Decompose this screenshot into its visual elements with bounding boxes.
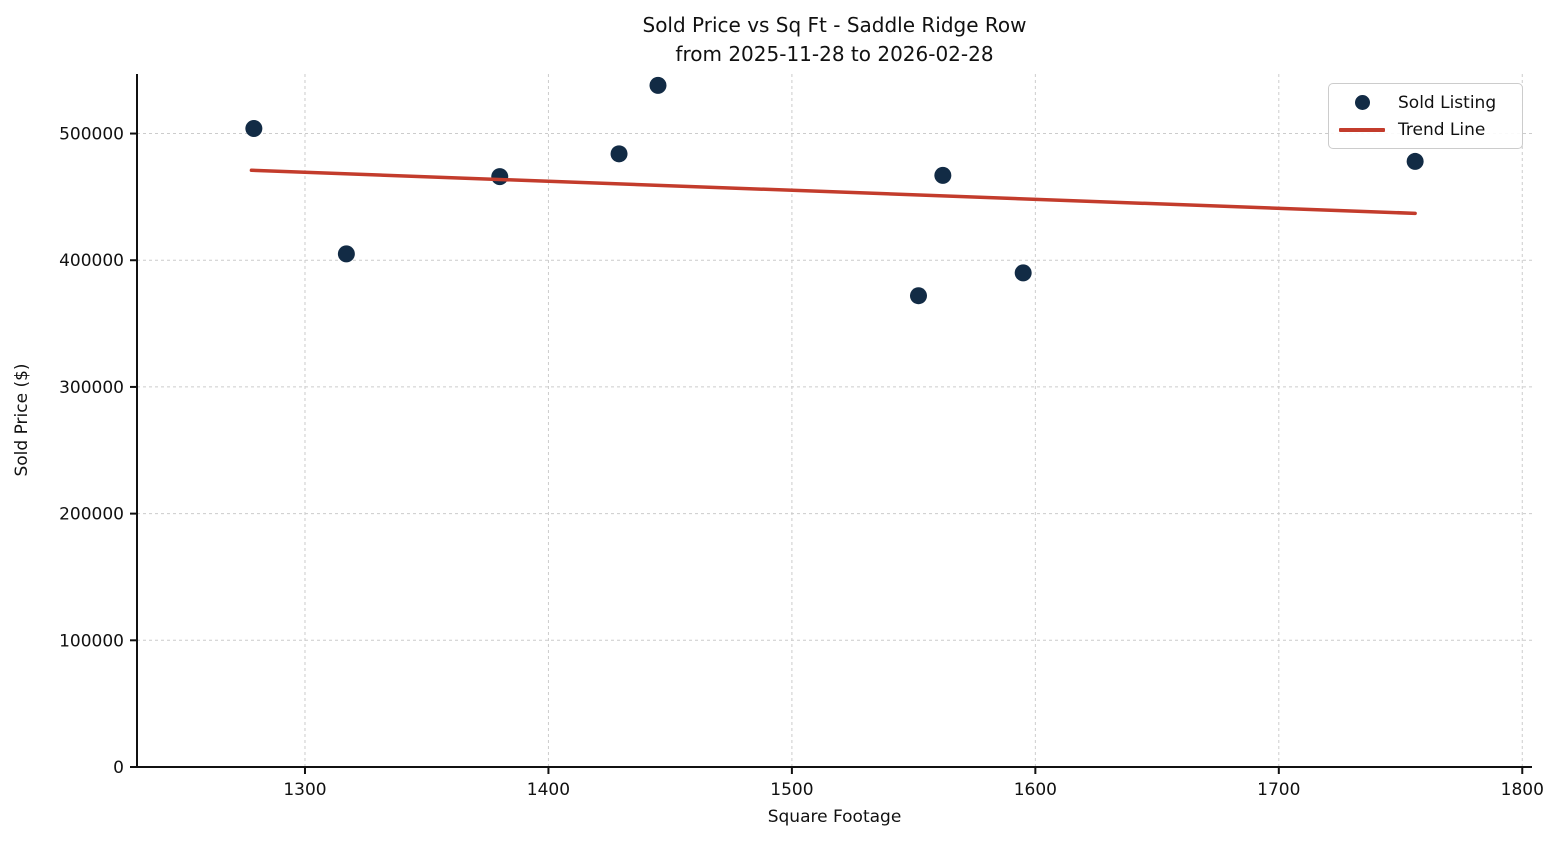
legend-label-sold-listing: Sold Listing [1398, 92, 1497, 113]
y-tick-label: 200000 [59, 505, 124, 525]
sold-listing-point [337, 245, 355, 263]
sold-listing-point [610, 145, 628, 163]
chart-subtitle: from 2025-11-28 to 2026-02-28 [675, 42, 994, 66]
x-tick-label: 1600 [1014, 780, 1057, 800]
legend-item-trend-line: Trend Line [1336, 116, 1514, 143]
legend-label-trend-line: Trend Line [1398, 119, 1486, 140]
y-axis-label: Sold Price ($) [12, 363, 32, 477]
trend-line [249, 168, 1417, 216]
y-tick-label: 500000 [59, 125, 124, 145]
sold-listing-point [1406, 152, 1424, 170]
x-tick-label: 1800 [1501, 780, 1544, 800]
chart-title: Sold Price vs Sq Ft - Saddle Ridge Row [642, 13, 1027, 37]
trend-line-swatch-icon [1339, 127, 1385, 132]
legend-marker-area [1336, 95, 1388, 110]
y-tick-label: 300000 [59, 378, 124, 398]
x-tick-label: 1700 [1257, 780, 1300, 800]
legend-marker-area [1336, 127, 1388, 132]
sold-listing-dot-icon [1354, 95, 1370, 110]
chart-title-block: Sold Price vs Sq Ft - Saddle Ridge Row f… [137, 11, 1532, 69]
y-tick-label: 100000 [59, 631, 124, 651]
sold-listing-point [245, 119, 263, 137]
sold-listing-point [1014, 264, 1032, 282]
x-axis-label: Square Footage [767, 807, 902, 827]
legend-item-sold-listing: Sold Listing [1336, 89, 1514, 116]
x-tick-label: 1500 [770, 780, 813, 800]
sold-listing-point [934, 166, 952, 184]
sold-listing-point [649, 76, 667, 94]
x-tick-label: 1300 [283, 780, 326, 800]
sold-listing-point [491, 168, 509, 186]
legend: Sold Listing Trend Line [1328, 83, 1523, 149]
y-tick-label: 400000 [59, 251, 124, 271]
sold-listing-point [909, 287, 927, 305]
x-tick-label: 1400 [527, 780, 570, 800]
y-tick-label: 0 [113, 758, 124, 778]
